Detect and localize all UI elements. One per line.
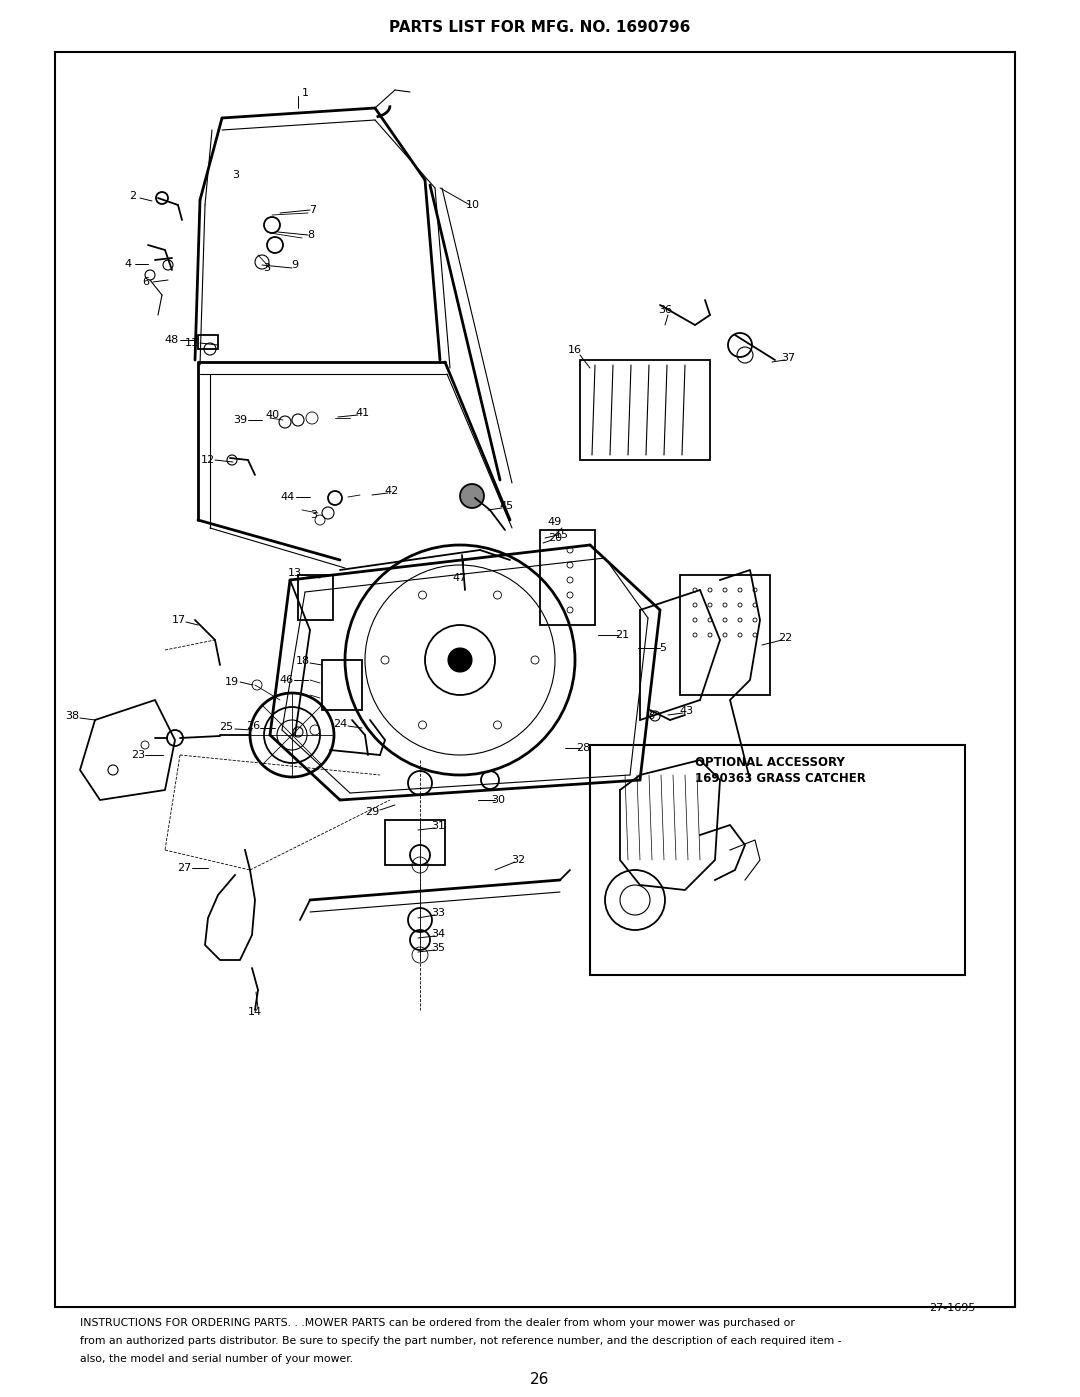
Text: 16: 16 — [568, 345, 582, 355]
Text: 37: 37 — [781, 353, 795, 363]
Text: 4: 4 — [124, 258, 132, 270]
Text: 41: 41 — [355, 408, 369, 418]
Text: 49: 49 — [548, 517, 562, 527]
Text: 13: 13 — [288, 569, 302, 578]
Text: 38: 38 — [65, 711, 79, 721]
Bar — [198, 335, 218, 349]
Text: also, the model and serial number of your mower.: also, the model and serial number of you… — [80, 1354, 353, 1363]
Text: 42: 42 — [384, 486, 400, 496]
Circle shape — [448, 648, 472, 672]
Text: 11: 11 — [185, 338, 199, 348]
Bar — [55, 52, 1015, 1308]
Text: 25: 25 — [219, 722, 233, 732]
Text: 23: 23 — [131, 750, 145, 760]
Text: 3: 3 — [232, 170, 239, 180]
Text: 32: 32 — [511, 855, 525, 865]
Text: 46: 46 — [280, 675, 294, 685]
Text: PARTS LIST FOR MFG. NO. 1690796: PARTS LIST FOR MFG. NO. 1690796 — [389, 21, 691, 35]
Text: 27: 27 — [177, 863, 191, 873]
Text: 3: 3 — [264, 263, 270, 272]
Text: 29: 29 — [365, 807, 379, 817]
Circle shape — [460, 483, 484, 509]
Text: 44: 44 — [281, 492, 295, 502]
Text: 48: 48 — [165, 335, 179, 345]
Text: 22: 22 — [778, 633, 792, 643]
Text: 39: 39 — [233, 415, 247, 425]
Text: 33: 33 — [431, 908, 445, 918]
Text: 26: 26 — [530, 1372, 550, 1387]
Text: 1: 1 — [302, 88, 309, 98]
Text: 12: 12 — [201, 455, 215, 465]
Text: 6: 6 — [143, 277, 149, 286]
Text: from an authorized parts distributor. Be sure to specify the part number, not re: from an authorized parts distributor. Be… — [80, 1336, 841, 1345]
Text: 26: 26 — [246, 721, 260, 731]
Bar — [322, 659, 362, 710]
Text: 7: 7 — [310, 205, 316, 215]
Text: 1690363 GRASS CATCHER: 1690363 GRASS CATCHER — [696, 771, 866, 785]
Text: 30: 30 — [491, 795, 505, 805]
Text: 35: 35 — [431, 943, 445, 953]
Text: 40: 40 — [265, 409, 279, 420]
Text: 8: 8 — [308, 231, 314, 240]
Text: 18: 18 — [296, 657, 310, 666]
Text: 28: 28 — [576, 743, 590, 753]
Bar — [590, 745, 966, 975]
Text: 43: 43 — [679, 705, 693, 717]
Text: 14: 14 — [248, 1007, 262, 1017]
Text: 3: 3 — [310, 510, 318, 520]
Text: 20: 20 — [548, 534, 562, 543]
Bar — [384, 820, 445, 865]
Text: 45: 45 — [499, 502, 513, 511]
Bar — [298, 576, 333, 620]
Text: 10: 10 — [465, 200, 480, 210]
Text: 2: 2 — [130, 191, 136, 201]
Text: 3: 3 — [648, 711, 654, 721]
Text: 17: 17 — [172, 615, 186, 624]
Text: 9: 9 — [292, 260, 298, 270]
Bar — [680, 576, 770, 694]
Text: 47: 47 — [453, 573, 468, 583]
Bar — [580, 360, 710, 460]
Text: 36: 36 — [658, 305, 672, 314]
Text: INSTRUCTIONS FOR ORDERING PARTS. . .MOWER PARTS can be ordered from the dealer f: INSTRUCTIONS FOR ORDERING PARTS. . .MOWE… — [80, 1317, 795, 1329]
Text: OPTIONAL ACCESSORY: OPTIONAL ACCESSORY — [696, 756, 845, 768]
Bar — [540, 529, 595, 624]
Text: 15: 15 — [555, 529, 569, 541]
Text: 31: 31 — [431, 821, 445, 831]
Text: 27-1695: 27-1695 — [929, 1303, 975, 1313]
Text: 21: 21 — [615, 630, 629, 640]
Text: 19: 19 — [225, 678, 239, 687]
Text: 34: 34 — [431, 929, 445, 939]
Text: 5: 5 — [660, 643, 666, 652]
Text: 24: 24 — [333, 719, 347, 729]
